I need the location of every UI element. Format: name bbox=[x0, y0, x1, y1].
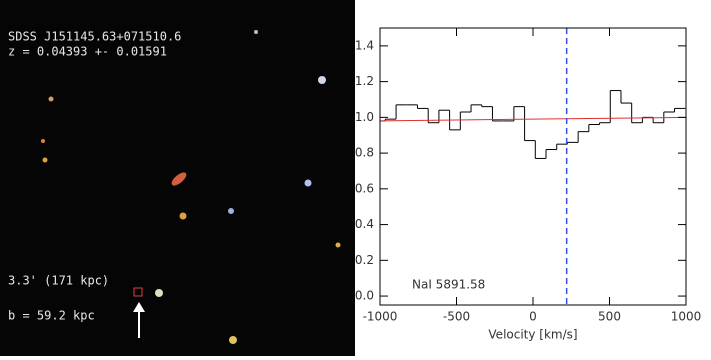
x-tick-label: 0 bbox=[529, 310, 537, 324]
impact-parameter: b = 59.2 kpc bbox=[8, 309, 95, 323]
y-tick-label: 0.6 bbox=[355, 181, 374, 195]
star bbox=[228, 208, 234, 214]
star bbox=[42, 157, 48, 163]
star bbox=[229, 336, 237, 344]
star bbox=[318, 76, 326, 84]
y-tick-label: 0.0 bbox=[355, 289, 374, 303]
plot: 0.0 0.2 0.4 0.6 0.8 1.0 1.2 1.4 -1000 -500 0 500 100… bbox=[355, 27, 702, 342]
target-box bbox=[133, 287, 143, 297]
arrow-head bbox=[133, 302, 145, 312]
y-tick-label: 1.2 bbox=[355, 74, 374, 88]
galaxy bbox=[171, 172, 187, 186]
y-tick-label: 1.0 bbox=[355, 110, 374, 124]
y-tick-label: 0.8 bbox=[355, 146, 374, 160]
x-axis-label: Velocity [km/s] bbox=[488, 328, 577, 342]
x-tick-label: 1000 bbox=[671, 310, 702, 324]
sky-image: SDSS J151145.63+071510.6 z = 0.04393 +- … bbox=[0, 0, 355, 356]
x-tick-label: -1000 bbox=[363, 310, 398, 324]
x-tick-label: -500 bbox=[443, 310, 470, 324]
star bbox=[304, 179, 312, 187]
scale-note: 3.3' (171 kpc) bbox=[8, 274, 109, 288]
x-tick-label: 500 bbox=[598, 310, 621, 324]
continuum-line bbox=[379, 116, 687, 122]
star bbox=[254, 30, 258, 34]
y-tick-label: 0.4 bbox=[355, 217, 374, 231]
annotation: NaI 5891.58 bbox=[412, 278, 485, 292]
star bbox=[335, 242, 341, 248]
star bbox=[41, 139, 45, 143]
y-tick-label: 0.2 bbox=[355, 253, 374, 267]
redshift: z = 0.04393 +- 0.01591 bbox=[8, 45, 167, 59]
star bbox=[48, 96, 54, 102]
star bbox=[155, 289, 163, 297]
axes-frame bbox=[379, 27, 687, 306]
object-name: SDSS J151145.63+071510.6 bbox=[8, 30, 181, 44]
star bbox=[179, 212, 187, 220]
y-tick-label: 1.4 bbox=[355, 38, 374, 52]
